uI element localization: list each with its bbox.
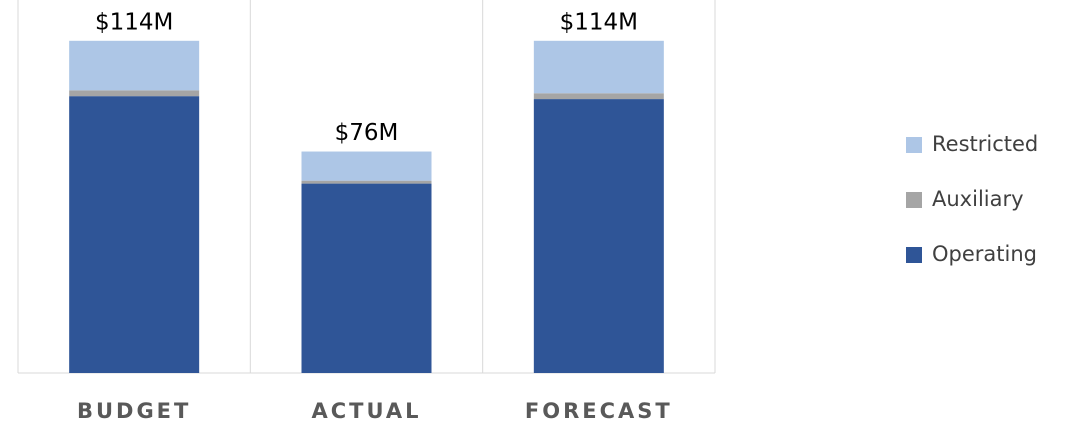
bar-segment	[301, 180, 432, 184]
legend-label: Restricted	[932, 132, 1038, 156]
legend-swatch	[906, 137, 922, 153]
x-tick-label: FORECAST	[525, 399, 673, 423]
bar-segment	[533, 99, 664, 373]
x-tick-label: ACTUAL	[311, 399, 421, 423]
bar-segment	[533, 40, 664, 94]
total-label: $114M	[560, 9, 638, 35]
bar-segment	[301, 151, 432, 181]
bar-segment	[69, 90, 200, 97]
legend-label: Auxiliary	[932, 187, 1024, 211]
total-label: $114M	[95, 9, 173, 35]
bar-segment	[69, 40, 200, 91]
bar-segment	[301, 183, 432, 373]
bar-segment	[533, 93, 664, 100]
legend-swatch	[906, 192, 922, 208]
legend-swatch	[906, 247, 922, 263]
x-tick-label: BUDGET	[77, 399, 191, 423]
bar-segment	[69, 96, 200, 373]
legend-label: Operating	[932, 242, 1037, 266]
total-label: $76M	[335, 120, 399, 146]
